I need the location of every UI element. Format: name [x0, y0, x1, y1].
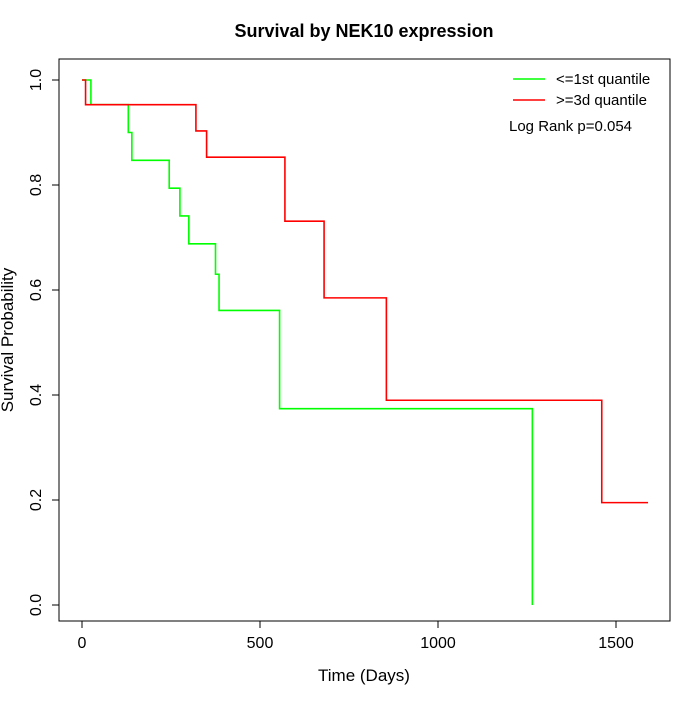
y-axis: 0.0 0.2 0.4 0.6 0.8 1.0 [28, 69, 60, 616]
legend-label-low-quantile: <=1st quantile [556, 71, 650, 88]
y-tick-label: 1.0 [28, 69, 45, 91]
x-tick-label: 1500 [598, 635, 634, 652]
log-rank-annotation: Log Rank p=0.054 [509, 118, 632, 135]
x-tick-label: 1000 [420, 635, 456, 652]
y-tick-label: 0.8 [28, 174, 45, 196]
x-tick-label: 500 [247, 635, 274, 652]
survival-curve-high-quantile [82, 79, 649, 504]
y-tick-label: 0.0 [28, 594, 45, 616]
y-tick-label: 0.2 [28, 489, 45, 511]
survival-curve-low-quantile [82, 79, 534, 605]
legend-label-high-quantile: >=3d quantile [556, 92, 647, 109]
x-axis: 0 500 1000 1500 [78, 620, 634, 652]
y-tick-label: 0.6 [28, 279, 45, 301]
x-tick-label: 0 [78, 635, 87, 652]
plot-frame [58, 58, 671, 622]
chart-title: Survival by NEK10 expression [234, 21, 493, 41]
y-tick-label: 0.4 [28, 384, 45, 406]
y-axis-label: Survival Probability [0, 267, 17, 412]
series-layer [82, 79, 649, 605]
x-axis-label: Time (Days) [318, 666, 410, 685]
legend: <=1st quantile >=3d quantile [513, 71, 650, 109]
